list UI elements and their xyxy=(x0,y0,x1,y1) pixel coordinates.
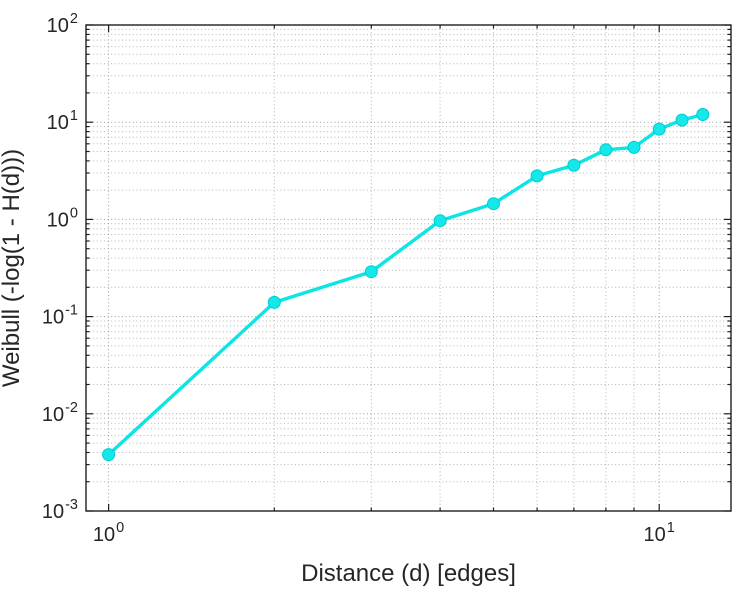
x-axis-label: Distance (d) [edges] xyxy=(301,560,516,587)
data-line xyxy=(106,112,705,457)
data-point-marker xyxy=(267,295,281,309)
y-tick-label: 100 xyxy=(47,205,78,231)
data-point-marker xyxy=(675,113,689,127)
y-tick-label: 101 xyxy=(47,108,78,134)
y-tick-label: 102 xyxy=(47,11,78,37)
tick-marks xyxy=(86,24,731,512)
data-point-marker xyxy=(102,448,116,462)
y-tick-label: 10-2 xyxy=(42,400,78,426)
y-tick-label: 10-1 xyxy=(42,303,78,329)
x-tick-label: 101 xyxy=(644,520,675,546)
axes-border xyxy=(85,24,732,512)
data-point-marker xyxy=(433,214,447,228)
data-point-marker xyxy=(652,122,666,136)
data-point-marker xyxy=(530,169,544,183)
data-point-marker xyxy=(487,197,500,211)
x-tick-label: 100 xyxy=(93,520,124,546)
tick-labels: 100 101 10-3 10-2 10-1 100 101 102 xyxy=(42,11,675,546)
data-series xyxy=(102,108,710,462)
data-point-marker xyxy=(696,108,710,121)
data-point-marker xyxy=(364,265,378,279)
axes-box xyxy=(85,24,732,512)
y-axis-label: Weibull (-log(1 - H(d))) xyxy=(0,148,25,388)
y-tick-label: 10-3 xyxy=(42,497,78,523)
data-point-marker xyxy=(567,158,581,172)
data-point-marker xyxy=(627,140,641,154)
data-point-marker xyxy=(599,143,613,157)
gridlines xyxy=(86,24,731,512)
